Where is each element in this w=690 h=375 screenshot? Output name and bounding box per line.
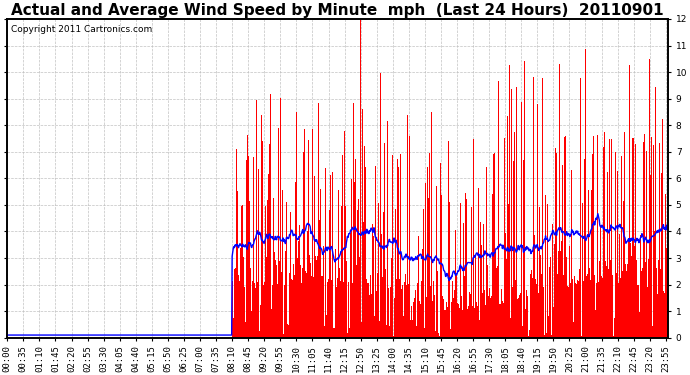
Text: Copyright 2011 Cartronics.com: Copyright 2011 Cartronics.com xyxy=(10,26,152,34)
Title: Actual and Average Wind Speed by Minute  mph  (Last 24 Hours)  20110901: Actual and Average Wind Speed by Minute … xyxy=(11,3,664,18)
